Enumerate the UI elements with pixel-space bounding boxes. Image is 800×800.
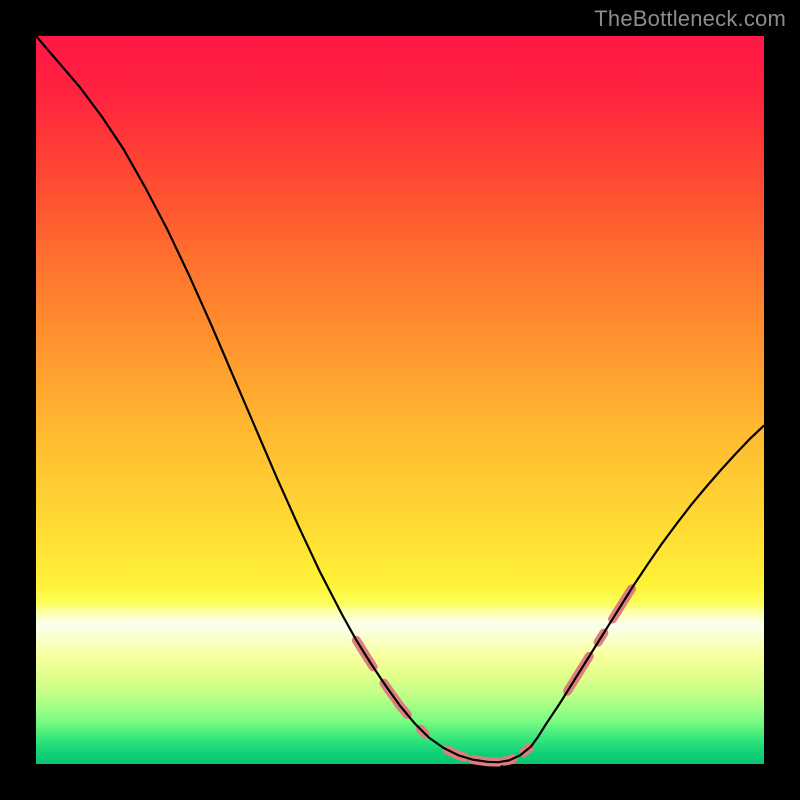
bottleneck-chart <box>0 0 800 800</box>
watermark-label: TheBottleneck.com <box>594 6 786 32</box>
plot-background <box>36 36 764 764</box>
chart-container: TheBottleneck.com <box>0 0 800 800</box>
